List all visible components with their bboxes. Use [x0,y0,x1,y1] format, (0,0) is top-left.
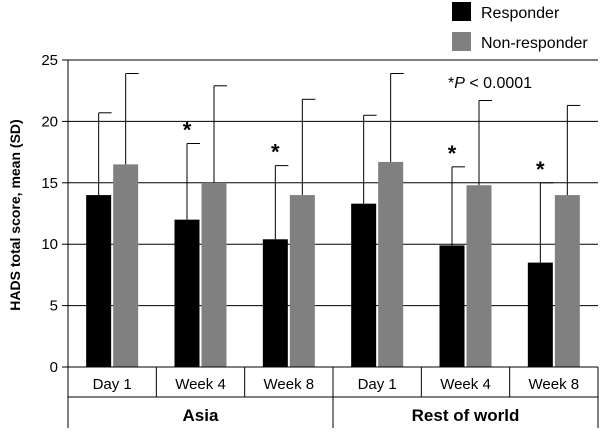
y-axis-ticks: 0 5 10 15 20 25 [41,52,68,376]
y-tick-label: 20 [41,113,58,130]
category-label: Week 8 [529,376,580,393]
error-bars [98,73,581,263]
p-value-prefix: * [448,75,454,92]
category-label: Day 1 [358,376,397,393]
axes [67,60,599,428]
bar-responder [262,239,288,367]
legend-swatch-non-responder [452,32,471,51]
category-label: Week 4 [175,376,226,393]
p-value-annotation: *P < 0.0001 [448,75,532,92]
category-label: Week 8 [264,376,315,393]
legend-label-responder: Responder [481,5,560,22]
bar-non-responder [201,182,227,367]
bar-responder [527,262,553,367]
p-value-suffix: < 0.0001 [465,75,532,92]
bar-non-responder [554,195,580,367]
group-label: Asia [183,406,219,425]
significance-star: * [183,118,192,143]
bar-non-responder [113,164,139,367]
group-label: Rest of world [412,406,520,425]
category-label: Day 1 [93,376,132,393]
significance-star: * [271,140,280,165]
y-tick-label: 0 [50,359,58,376]
significance-star: * [536,157,545,182]
bar-responder [351,203,377,367]
y-tick-label: 15 [41,175,58,192]
gridlines [68,59,598,307]
x-axis-labels: Day 1 Week 4 Week 8 Day 1 Week 4 Week 8 Asia Re… [93,376,580,425]
bar-responder [86,195,112,367]
y-tick-label: 5 [50,298,58,315]
significance-stars: * * * * [183,118,545,182]
significance-star: * [448,141,457,166]
bar-non-responder [466,185,492,367]
bar-non-responder [289,195,315,367]
legend-label-non-responder: Non-responder [481,35,588,52]
bar-non-responder [378,161,404,367]
legend: Responder Non-responder [452,2,588,52]
p-value-italic: P [454,75,465,92]
y-tick-label: 10 [41,236,58,253]
y-axis-label: HADS total score, mean (SD) [7,119,23,310]
bar-responder [439,245,465,367]
bar-responder [174,219,200,367]
category-label: Week 4 [440,376,491,393]
bars [86,161,580,367]
y-tick-label: 25 [41,52,58,69]
legend-swatch-responder [452,2,471,21]
